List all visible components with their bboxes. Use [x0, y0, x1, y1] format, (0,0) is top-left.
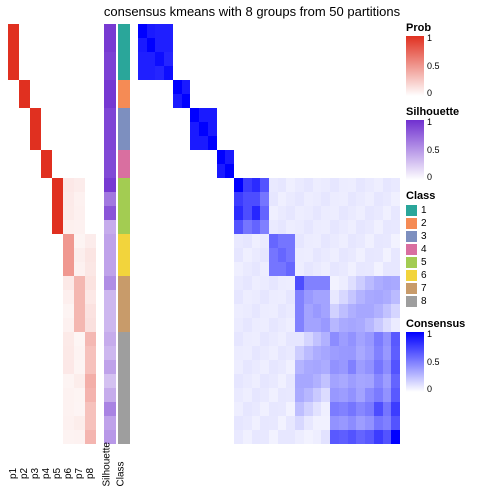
swatch-icon — [406, 231, 417, 242]
legend-class-title: Class — [406, 190, 498, 202]
annotation-axis-labels: Silhouette Class — [100, 446, 128, 457]
swatch-label: 1 — [421, 205, 427, 216]
x-label: p8 — [85, 468, 96, 479]
legend-sil-title: Silhouette — [406, 106, 498, 118]
partition-column-1 — [8, 24, 19, 444]
swatch-icon — [406, 244, 417, 255]
swatch-icon — [406, 218, 417, 229]
swatch-icon — [406, 270, 417, 281]
partition-column-7 — [74, 24, 85, 444]
swatch-icon — [406, 205, 417, 216]
swatch-label: 8 — [421, 296, 427, 307]
legend-consensus: Consensus 1 0.5 0 — [406, 318, 498, 392]
legends: Prob 1 0.5 0 Silhouette 1 0.5 0 Class 1 2… — [406, 22, 498, 402]
swatch-label: 6 — [421, 270, 427, 281]
tick: 0 — [427, 384, 432, 394]
tick: 0.5 — [427, 357, 440, 367]
x-label: p3 — [30, 468, 41, 479]
partition-axis-labels: p1p2p3p4p5p6p7p8 — [8, 446, 96, 457]
partition-column-2 — [19, 24, 30, 444]
swatch-label: 3 — [421, 231, 427, 242]
silhouette-gradient — [406, 120, 424, 180]
swatch-label: 7 — [421, 283, 427, 294]
partition-column-6 — [63, 24, 74, 444]
class-swatch-row: 1 — [406, 204, 498, 217]
swatch-label: 4 — [421, 244, 427, 255]
partition-column-4 — [41, 24, 52, 444]
tick: 0.5 — [427, 61, 440, 71]
tick: 1 — [427, 33, 432, 43]
legend-class: Class 1 2 3 4 5 6 7 8 — [406, 190, 498, 308]
consensus-matrix — [138, 24, 400, 444]
class-swatch-row: 6 — [406, 269, 498, 282]
legend-cons-title: Consensus — [406, 318, 498, 330]
class-swatch-row: 2 — [406, 217, 498, 230]
class-swatch-row: 4 — [406, 243, 498, 256]
class-swatch-row: 7 — [406, 282, 498, 295]
legend-silhouette: Silhouette 1 0.5 0 — [406, 106, 498, 180]
swatch-icon — [406, 257, 417, 268]
consensus-gradient — [406, 332, 424, 392]
swatch-icon — [406, 283, 417, 294]
legend-prob: Prob 1 0.5 0 — [406, 22, 498, 96]
heatmap-container — [8, 24, 400, 444]
x-label: p2 — [19, 468, 30, 479]
x-label: p1 — [8, 468, 19, 479]
tick: 1 — [427, 117, 432, 127]
partition-column-8 — [85, 24, 96, 444]
x-label: p7 — [74, 468, 85, 479]
chart-title: consensus kmeans with 8 groups from 50 p… — [0, 0, 504, 21]
x-label: p4 — [41, 468, 52, 479]
tick: 0 — [427, 88, 432, 98]
class-label: Class — [116, 473, 127, 487]
partition-columns — [8, 24, 96, 444]
class-swatch-row: 3 — [406, 230, 498, 243]
tick: 1 — [427, 329, 432, 339]
tick: 0.5 — [427, 145, 440, 155]
silhouette-column — [104, 24, 116, 444]
partition-column-5 — [52, 24, 63, 444]
x-label: p5 — [52, 468, 63, 479]
partition-column-3 — [30, 24, 41, 444]
legend-prob-title: Prob — [406, 22, 498, 34]
swatch-icon — [406, 296, 417, 307]
silhouette-label: Silhouette — [102, 473, 113, 487]
class-column — [118, 24, 130, 444]
swatch-label: 5 — [421, 257, 427, 268]
swatch-label: 2 — [421, 218, 427, 229]
tick: 0 — [427, 172, 432, 182]
x-label: p6 — [63, 468, 74, 479]
class-swatch-row: 8 — [406, 295, 498, 308]
class-swatch-row: 5 — [406, 256, 498, 269]
prob-gradient — [406, 36, 424, 96]
